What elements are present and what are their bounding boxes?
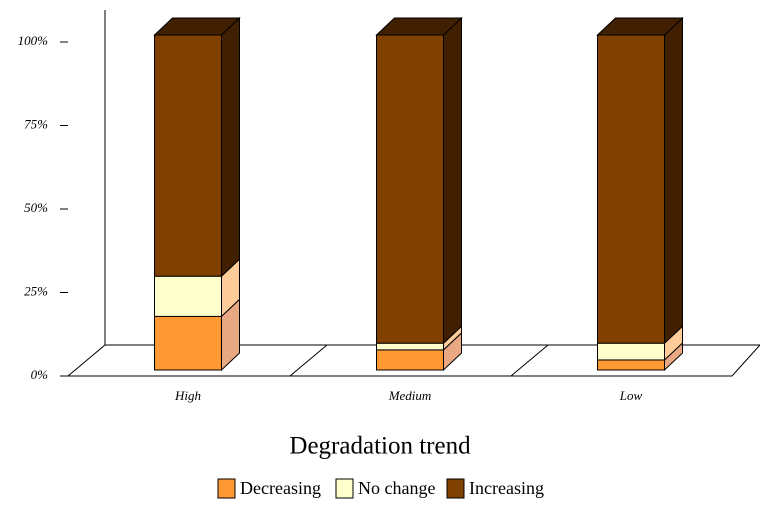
- bar: [154, 275, 222, 317]
- bar: [154, 34, 222, 277]
- legend-swatch: [446, 478, 465, 499]
- y-tick-label: 0%: [31, 367, 49, 382]
- legend-label: Decreasing: [240, 478, 321, 498]
- y-tick-label: 75%: [24, 116, 48, 131]
- x-axis-title: Degradation trend: [289, 433, 471, 460]
- y-tick-label: 50%: [24, 200, 48, 215]
- floor-divider: [510, 344, 549, 377]
- bar: [376, 342, 444, 351]
- bar: [376, 34, 444, 344]
- legend-swatch: [335, 478, 354, 499]
- x-tick-label: High: [174, 388, 201, 403]
- y-tick-label: 100%: [18, 33, 49, 48]
- bar-top: [375, 17, 463, 36]
- legend-label: No change: [358, 478, 435, 498]
- bar-top: [153, 17, 241, 36]
- floor-divider: [289, 344, 328, 377]
- bar-top: [596, 17, 684, 36]
- floor: [66, 344, 760, 377]
- bar: [597, 359, 665, 371]
- bar-side: [664, 16, 683, 345]
- x-tick-label: Low: [619, 388, 643, 403]
- x-tick-label: Medium: [388, 388, 432, 403]
- bar-side: [221, 16, 240, 278]
- y-tick-label: 25%: [24, 283, 48, 298]
- bar: [597, 34, 665, 344]
- bar: [154, 315, 222, 371]
- bar-side: [443, 16, 462, 345]
- legend-swatch: [217, 478, 236, 499]
- bar: [597, 342, 665, 361]
- bar: [376, 349, 444, 371]
- legend-label: Increasing: [469, 478, 544, 498]
